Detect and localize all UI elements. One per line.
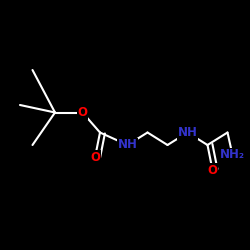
Text: O: O xyxy=(208,164,218,176)
Text: NH₂: NH₂ xyxy=(220,148,245,162)
Text: O: O xyxy=(90,151,100,164)
Text: O: O xyxy=(78,106,88,119)
Text: NH: NH xyxy=(178,126,198,139)
Text: NH: NH xyxy=(118,138,138,151)
